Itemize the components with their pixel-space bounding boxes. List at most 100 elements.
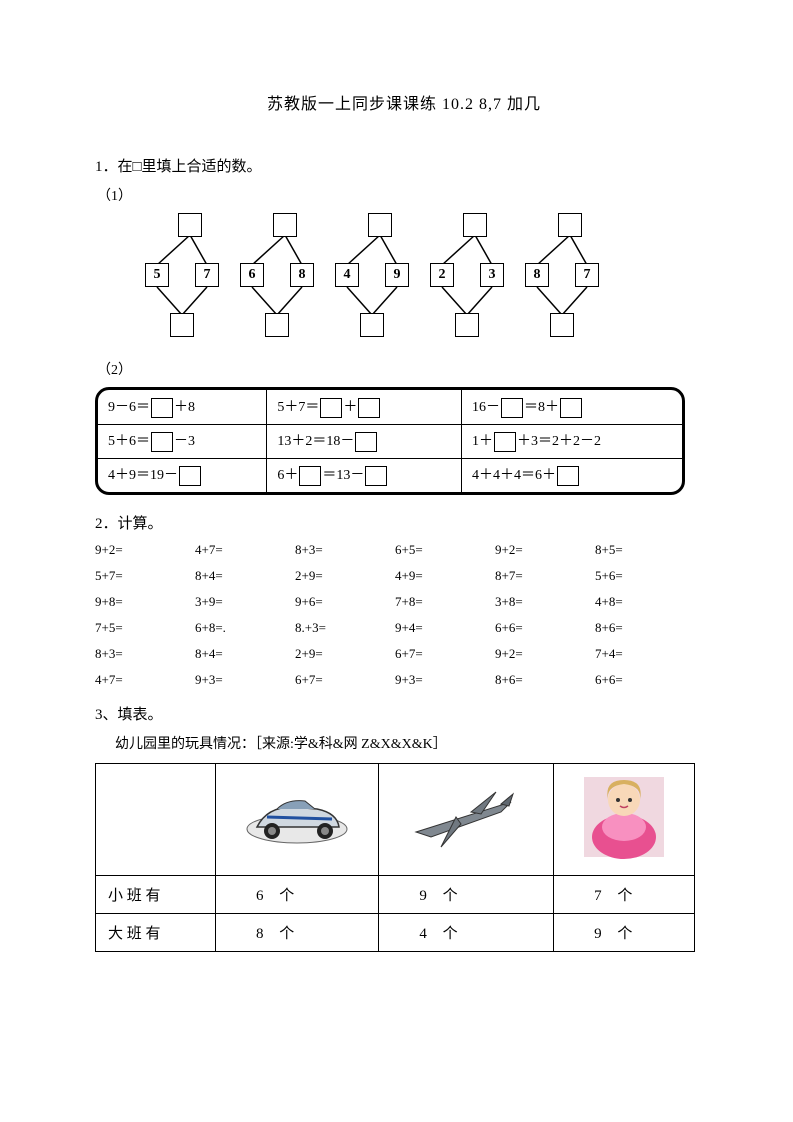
eq: 4＋4＋4＝6＋	[472, 468, 556, 483]
calc-grid: 9+2=4+7=8+3=6+5=9+2=8+5=5+7=8+4=2+9=4+9=…	[95, 542, 713, 688]
blank-box	[151, 432, 173, 452]
box-right: 8	[290, 263, 314, 287]
q3-intro: 幼儿园里的玩具情况：［来源:学&科&网 Z&X&X&K］	[115, 733, 713, 753]
calc-cell: 7+5=	[95, 620, 195, 636]
calc-cell: 9+2=	[495, 646, 595, 662]
eq: 5＋7＝	[277, 400, 319, 415]
blank-box	[365, 466, 387, 486]
eq: 13＋2＝18－	[277, 434, 354, 449]
box-left: 6	[240, 263, 264, 287]
calc-cell: 8+5=	[595, 542, 695, 558]
box-bottom	[455, 313, 479, 337]
box-bottom	[550, 313, 574, 337]
doll-icon	[574, 772, 674, 862]
box-top	[463, 213, 487, 237]
blank-box	[557, 466, 579, 486]
eq: ＋8	[174, 400, 195, 415]
box-bottom	[170, 313, 194, 337]
box-right: 7	[195, 263, 219, 287]
calc-cell: 8+4=	[195, 646, 295, 662]
toy-doll-cell	[554, 764, 695, 876]
calc-cell: 8.+3=	[295, 620, 395, 636]
box-right: 3	[480, 263, 504, 287]
box-left: 4	[335, 263, 359, 287]
blank-box	[179, 466, 201, 486]
calc-cell: 6+7=	[395, 646, 495, 662]
number-bond-trees: 5 7 6 8 4 9 2 3 8 7	[145, 213, 713, 353]
box-bottom	[360, 313, 384, 337]
calc-cell: 4+7=	[95, 672, 195, 688]
calc-row: 8+3=8+4=2+9=6+7=9+2=7+4=	[95, 646, 713, 662]
tree-5: 8 7	[525, 213, 615, 353]
calc-cell: 9+4=	[395, 620, 495, 636]
q1-sub2: （2）	[97, 359, 713, 379]
toy-header-row	[96, 764, 695, 876]
calc-cell: 9+2=	[95, 542, 195, 558]
car-icon	[237, 787, 357, 847]
calc-cell: 7+8=	[395, 594, 495, 610]
calc-cell: 6+6=	[495, 620, 595, 636]
box-top	[368, 213, 392, 237]
eq: 1＋	[472, 434, 493, 449]
calc-cell: 3+8=	[495, 594, 595, 610]
calc-cell: 3+9=	[195, 594, 295, 610]
eq-row-3: 4＋9＝19－ 6＋＝13－ 4＋4＋4＝6＋	[98, 458, 682, 492]
calc-cell: 6+5=	[395, 542, 495, 558]
calc-row: 9+8=3+9=9+6=7+8=3+8=4+8=	[95, 594, 713, 610]
calc-row: 7+5=6+8=.8.+3=9+4=6+6=8+6=	[95, 620, 713, 636]
toy-row-label: 小 班 有	[96, 876, 216, 914]
blank-box	[320, 398, 342, 418]
calc-row: 9+2=4+7=8+3=6+5=9+2=8+5=	[95, 542, 713, 558]
tree-3: 4 9	[335, 213, 425, 353]
calc-cell: 4+7=	[195, 542, 295, 558]
toy-val: 4 个	[379, 914, 554, 952]
blank-box	[358, 398, 380, 418]
plane-icon	[401, 782, 531, 852]
calc-cell: 4+8=	[595, 594, 695, 610]
toy-table: 小 班 有 6 个 9 个 7 个 大 班 有 8 个 4 个 9 个	[95, 763, 695, 952]
eq: ＝13－	[322, 468, 364, 483]
toy-plane-cell	[379, 764, 554, 876]
calc-cell: 9+3=	[395, 672, 495, 688]
toy-row-big: 大 班 有 8 个 4 个 9 个	[96, 914, 695, 952]
calc-cell: 6+8=.	[195, 620, 295, 636]
q2-text: 2．计算。	[95, 511, 713, 538]
box-top	[178, 213, 202, 237]
tree-4: 2 3	[430, 213, 520, 353]
toy-blank-header	[96, 764, 216, 876]
box-left: 5	[145, 263, 169, 287]
box-top	[558, 213, 582, 237]
q3-text: 3、填表。	[95, 702, 713, 729]
calc-cell: 8+3=	[95, 646, 195, 662]
calc-cell: 2+9=	[295, 646, 395, 662]
calc-cell: 6+6=	[595, 672, 695, 688]
q1-sub1: （1）	[97, 185, 713, 205]
calc-cell: 5+7=	[95, 568, 195, 584]
calc-cell: 2+9=	[295, 568, 395, 584]
blank-box	[299, 466, 321, 486]
eq: ＋3＝2＋2－2	[517, 434, 601, 449]
blank-box	[560, 398, 582, 418]
calc-cell: 8+6=	[495, 672, 595, 688]
eq-row-1: 9－6＝＋8 5＋7＝＋ 16－＝8＋	[98, 390, 682, 424]
eq: －3	[174, 434, 195, 449]
calc-row: 5+7=8+4=2+9=4+9=8+7=5+6=	[95, 568, 713, 584]
eq: ＝8＋	[524, 400, 559, 415]
eq: 4＋9＝19－	[108, 468, 178, 483]
calc-row: 4+7=9+3=6+7=9+3=8+6=6+6=	[95, 672, 713, 688]
blank-box	[494, 432, 516, 452]
toy-val: 9 个	[379, 876, 554, 914]
eq: 5＋6＝	[108, 434, 150, 449]
eq: 16－	[472, 400, 500, 415]
eq: ＋	[343, 400, 357, 415]
box-bottom	[265, 313, 289, 337]
tree-2: 6 8	[240, 213, 330, 353]
toy-row-label: 大 班 有	[96, 914, 216, 952]
calc-cell: 5+6=	[595, 568, 695, 584]
toy-val: 9 个	[554, 914, 695, 952]
box-right: 7	[575, 263, 599, 287]
toy-car-cell	[216, 764, 379, 876]
box-left: 2	[430, 263, 454, 287]
toy-val: 7 个	[554, 876, 695, 914]
calc-cell: 9+8=	[95, 594, 195, 610]
